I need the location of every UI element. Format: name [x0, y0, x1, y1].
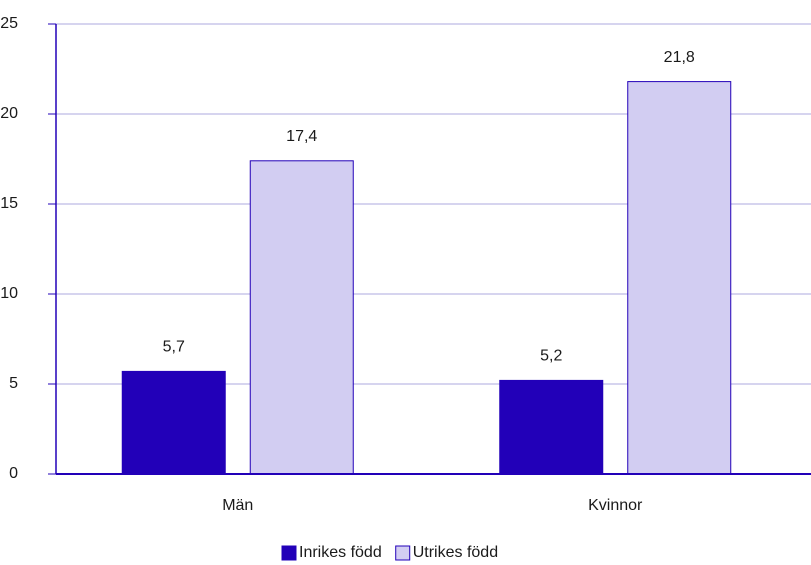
- legend-label: Utrikes född: [413, 544, 498, 561]
- legend-swatch: [395, 545, 411, 561]
- value-label: 17,4: [286, 128, 317, 145]
- legend-swatch: [281, 545, 297, 561]
- value-label: 5,2: [540, 348, 562, 365]
- bar: [249, 160, 354, 475]
- bar: [121, 370, 226, 475]
- bar: [627, 81, 732, 475]
- y-tick-label: 15: [0, 195, 18, 212]
- value-label: 5,7: [163, 339, 185, 356]
- y-tick-label: 20: [0, 105, 18, 122]
- y-tick-label: 0: [9, 465, 18, 482]
- x-tick-label: Kvinnor: [588, 497, 643, 514]
- y-tick-label: 25: [0, 15, 18, 32]
- y-tick-label: 10: [0, 285, 18, 302]
- legend-label: Inrikes född: [299, 544, 382, 561]
- y-tick-label: 5: [9, 375, 18, 392]
- bar: [499, 379, 604, 475]
- x-tick-label: Män: [222, 497, 253, 514]
- value-label: 21,8: [664, 49, 695, 66]
